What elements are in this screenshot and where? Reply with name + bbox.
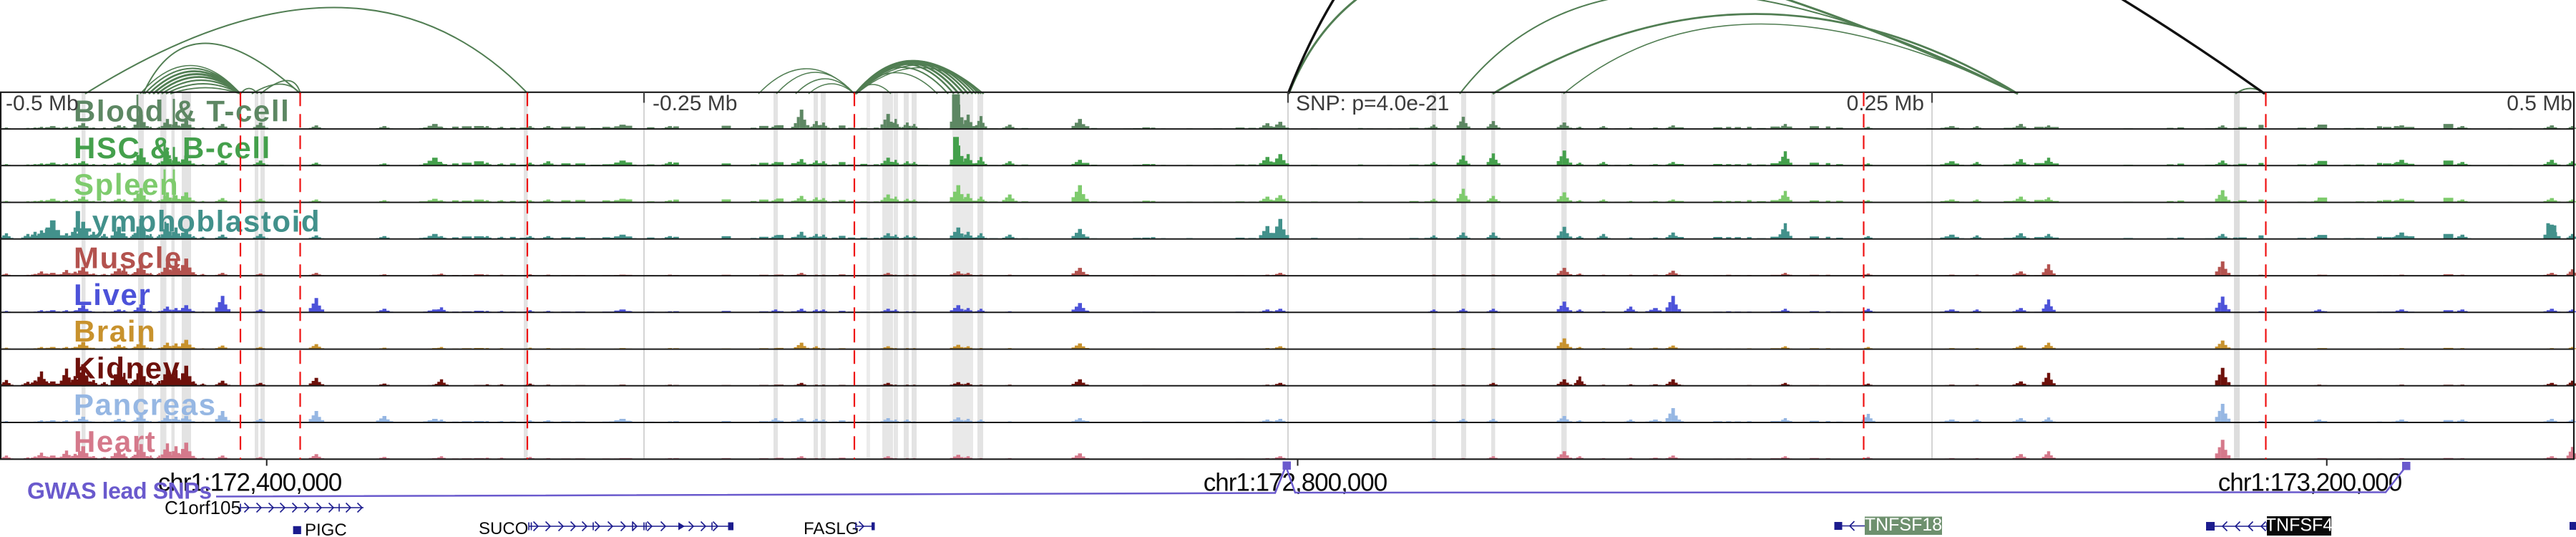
- svg-text:Pancreas: Pancreas: [74, 388, 217, 422]
- svg-text:-0.5 Mb: -0.5 Mb: [6, 92, 79, 115]
- svg-text:FASLG: FASLG: [804, 519, 859, 537]
- svg-text:Lymphoblastoid: Lymphoblastoid: [74, 204, 321, 238]
- svg-text:Brain: Brain: [74, 314, 156, 348]
- svg-text:TNFSF4: TNFSF4: [2265, 516, 2333, 536]
- svg-text:Muscle: Muscle: [74, 241, 182, 275]
- svg-text:0.25 Mb: 0.25 Mb: [1847, 92, 1924, 115]
- svg-text:HSC & B-cell: HSC & B-cell: [74, 131, 271, 165]
- svg-text:SUCO: SUCO: [479, 519, 528, 537]
- svg-text:Kidney: Kidney: [74, 351, 181, 384]
- svg-text:0.5 Mb: 0.5 Mb: [2507, 92, 2572, 115]
- svg-text:Blood & T-cell: Blood & T-cell: [74, 95, 290, 128]
- svg-text:-0.25 Mb: -0.25 Mb: [653, 92, 737, 115]
- svg-text:C1orf105: C1orf105: [165, 497, 241, 518]
- svg-text:SNP: p=4.0e-21: SNP: p=4.0e-21: [1296, 92, 1449, 115]
- svg-text:chr1:172,400,000: chr1:172,400,000: [158, 469, 342, 497]
- svg-text:Heart: Heart: [74, 425, 156, 458]
- svg-text:Spleen: Spleen: [74, 168, 179, 201]
- svg-text:PIGC: PIGC: [305, 521, 347, 537]
- svg-text:GWAS lead SNPs: GWAS lead SNPs: [27, 478, 212, 504]
- svg-text:Liver: Liver: [74, 278, 151, 311]
- svg-text:TNFSF18: TNFSF18: [1865, 515, 1942, 535]
